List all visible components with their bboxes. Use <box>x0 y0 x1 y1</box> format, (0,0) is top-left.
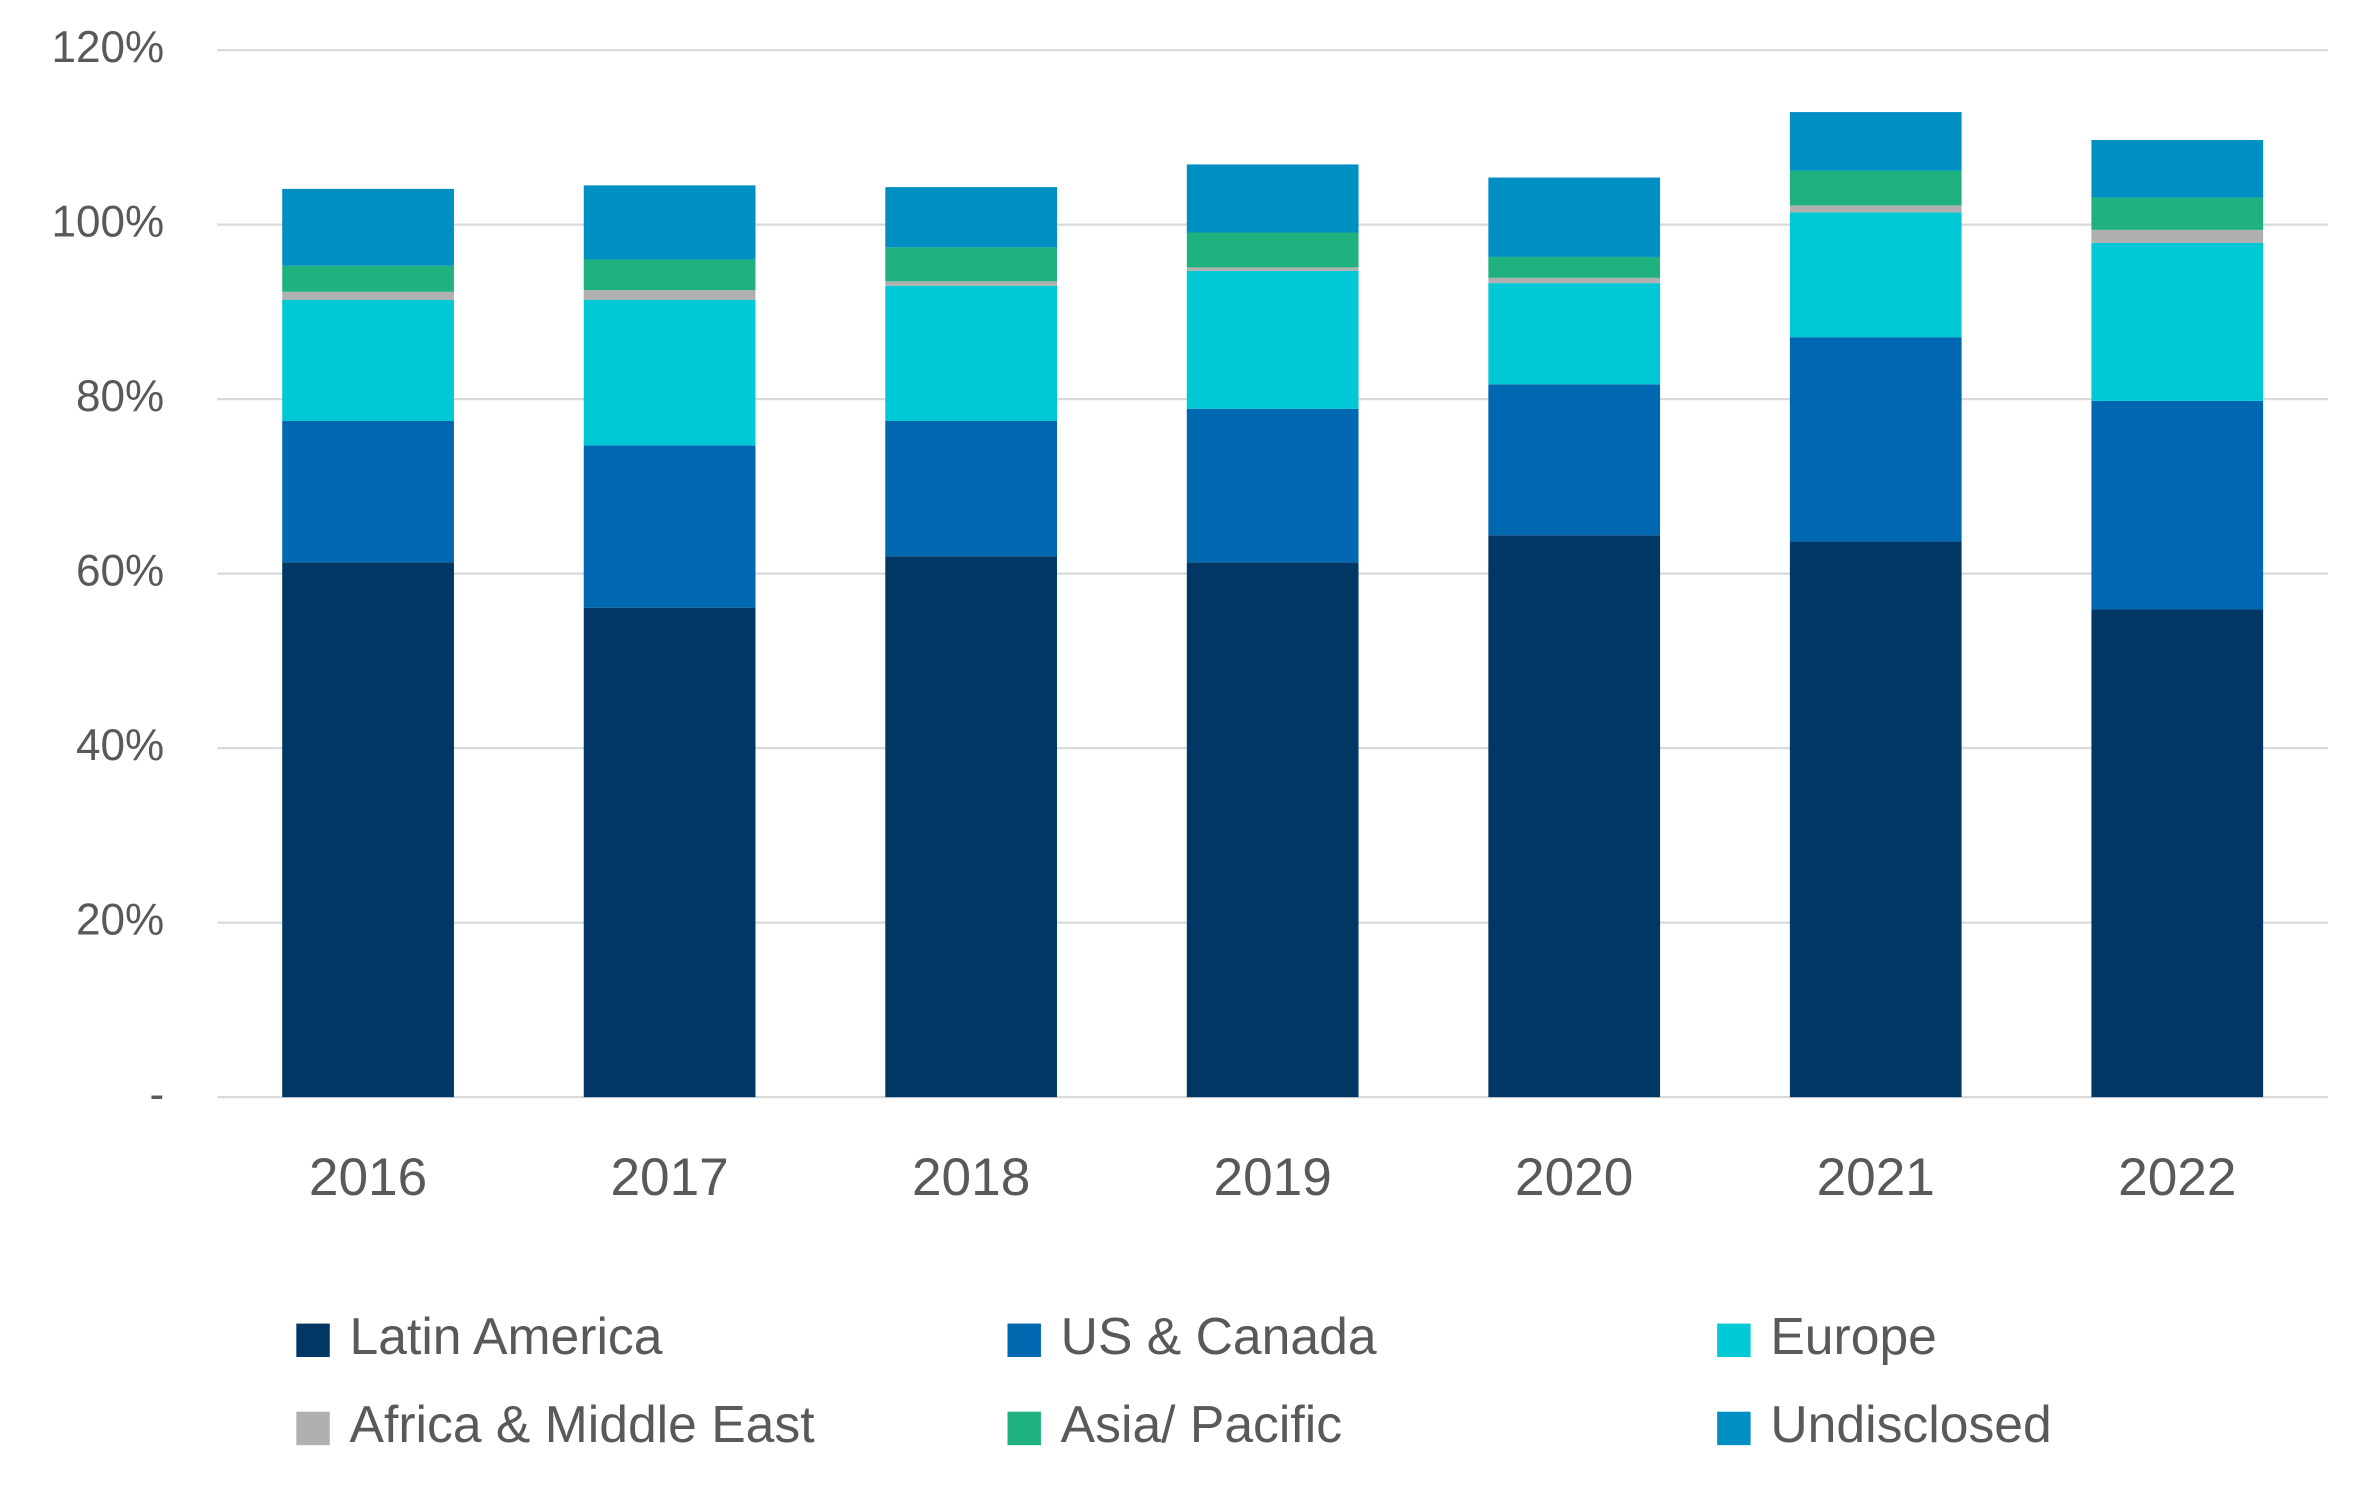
bar-segment <box>1488 177 1661 257</box>
bar-segment <box>1186 562 1359 1098</box>
bar-segment <box>2091 242 2264 401</box>
bar-segment <box>1488 535 1661 1098</box>
bar-segment <box>2091 197 2264 230</box>
bar-segment <box>1488 384 1661 536</box>
legend-swatch <box>1007 1411 1041 1446</box>
bar-segment <box>1789 170 1962 206</box>
bar-segment <box>1488 277 1661 284</box>
x-tick-label: 2022 <box>2118 1148 2236 1207</box>
bar-segment <box>1789 337 1962 542</box>
bar-segment <box>282 562 454 1098</box>
bar-segment <box>1789 205 1962 213</box>
legend-label: Undisclosed <box>1770 1395 2051 1453</box>
bar-segment <box>885 247 1058 282</box>
bar-segment <box>282 299 454 421</box>
bar-segment <box>885 281 1058 286</box>
bar-segment <box>1488 283 1661 385</box>
bar-segment <box>2091 229 2264 243</box>
legend-swatch <box>296 1411 330 1446</box>
legend-swatch <box>1717 1323 1751 1358</box>
bar-segment <box>583 607 756 1098</box>
bar-segment <box>1186 232 1359 268</box>
bar-segment <box>583 299 756 446</box>
legend-label: Asia/ Pacific <box>1061 1395 1342 1453</box>
bar-segment <box>2091 400 2264 610</box>
bar-segment <box>885 556 1058 1098</box>
bar-segment <box>2091 609 2264 1098</box>
legend-label: Latin America <box>350 1307 663 1365</box>
bar-segment <box>583 445 756 608</box>
y-tick-label: 20% <box>76 895 164 944</box>
x-tick-label: 2020 <box>1515 1148 1633 1207</box>
bar-segment <box>1488 256 1661 278</box>
legend-label: US & Canada <box>1061 1307 1377 1365</box>
bar-segment <box>282 188 454 266</box>
bar-segment <box>282 420 454 563</box>
x-tick-label: 2017 <box>610 1148 728 1207</box>
y-tick-label: 100% <box>51 197 164 246</box>
bar-segment <box>1186 267 1359 271</box>
bar-segment <box>583 185 756 260</box>
x-tick-label: 2018 <box>912 1148 1030 1207</box>
bar-segment <box>885 420 1058 557</box>
y-tick-label: 80% <box>76 372 164 421</box>
y-tick-label: 40% <box>76 721 164 770</box>
y-tick-label: - <box>149 1070 164 1119</box>
legend-swatch <box>296 1323 330 1358</box>
legend-label: Europe <box>1770 1307 1937 1365</box>
legend-label: Africa & Middle East <box>350 1395 815 1453</box>
bar-segment <box>583 259 756 291</box>
bar-segment <box>1789 212 1962 338</box>
bar-segment <box>282 291 454 300</box>
bar-segment <box>885 285 1058 421</box>
y-tick-label: 120% <box>51 23 164 72</box>
bar-segment <box>1789 112 1962 171</box>
x-tick-label: 2021 <box>1817 1148 1935 1207</box>
bar-segment <box>1789 541 1962 1098</box>
bar-segment <box>282 265 454 292</box>
bar-segment <box>1186 270 1359 409</box>
bar-segment <box>2091 140 2264 198</box>
y-tick-label: 60% <box>76 546 164 595</box>
x-tick-label: 2019 <box>1214 1148 1332 1207</box>
legend-swatch <box>1717 1411 1751 1446</box>
bar-segment <box>1186 408 1359 563</box>
bar-segment <box>885 187 1058 248</box>
bar-segment <box>583 290 756 300</box>
x-tick-label: 2016 <box>309 1148 427 1207</box>
legend-swatch <box>1007 1323 1041 1358</box>
bar-segment <box>1186 164 1359 233</box>
